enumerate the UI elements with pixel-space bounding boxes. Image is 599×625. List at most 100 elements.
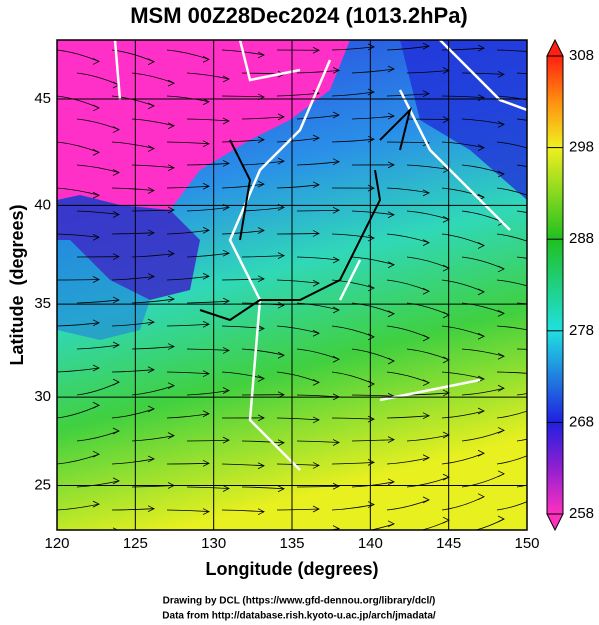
streamline-arrow [277,351,285,359]
streamline-arrow [202,410,210,418]
streamline-arrow [332,111,340,119]
streamline-arrow [112,427,120,435]
streamline [241,440,285,444]
streamline [496,49,527,52]
streamline-arrow [533,49,539,55]
streamline [76,210,120,215]
streamline [386,93,430,97]
streamline [77,531,119,533]
streamline-arrow [332,525,340,530]
streamline-arrow [533,149,539,155]
streamline [241,348,285,356]
streamline-arrow [92,450,100,458]
streamline [496,501,527,511]
streamline [496,325,527,331]
streamline-arrow [222,75,230,83]
streamline [351,115,395,120]
streamline-arrow [92,401,100,409]
streamline-arrow [387,310,395,318]
streamline-arrow [147,229,155,237]
streamline-arrow [477,449,485,457]
streamline [441,187,485,198]
streamline [186,252,230,258]
streamline [406,210,450,220]
streamline [111,187,155,191]
streamline-arrow [332,206,340,214]
streamline [57,367,100,373]
streamline-arrow [312,379,320,386]
streamline [111,458,155,465]
streamline [516,393,527,396]
streamline-arrow [387,478,395,486]
streamline-arrow [112,477,120,485]
streamline [351,68,395,74]
streamline-arrow [147,366,155,374]
streamline [441,410,485,419]
streamline-arrow [312,505,320,513]
streamline [186,118,230,122]
colorbar-tick-label: 308 [569,47,594,64]
streamline-arrow [202,508,210,515]
streamline [496,455,527,465]
streamline [221,371,265,379]
streamline [406,476,450,488]
streamline-arrow [422,379,430,387]
streamline [76,480,120,488]
streamline [461,387,505,396]
streamline-arrow [422,287,430,295]
streamline-arrow [202,459,210,467]
streamline [351,394,395,397]
streamline-arrow [147,505,155,513]
streamline-arrow [222,160,230,167]
streamline-arrow [312,181,320,189]
streamline [296,70,340,74]
streamline [441,371,485,380]
streamline [76,299,120,304]
streamline-arrow [167,164,175,172]
streamline-arrow [533,371,539,377]
streamline-arrow [257,414,265,422]
streamline-arrow [533,99,539,105]
streamline [386,415,430,419]
streamline-arrow [202,320,210,328]
streamline [276,463,320,466]
streamline-arrow [422,454,430,462]
y-tick-label: 35 [34,295,51,312]
x-tick-label: 150 [514,535,539,552]
streamline [57,322,100,327]
streamline-arrow [257,375,265,382]
streamline-arrow [332,306,340,314]
streamline-arrow [167,250,175,257]
streamline-arrow [422,496,430,504]
streamline [221,139,265,143]
streamline-arrow [422,334,430,342]
streamline-arrow [147,187,155,194]
streamline [326,528,340,530]
streamline [516,438,527,442]
streamline [516,118,527,121]
streamline-arrow [422,189,430,197]
streamline-arrow [422,90,430,98]
streamline [186,439,230,442]
y-tick-label: 25 [34,476,51,493]
streamline-arrow [202,272,210,280]
streamline-arrow [312,279,320,287]
streamline [351,210,395,216]
streamline-arrow [533,447,539,453]
streamline [276,417,320,421]
streamline [186,390,230,396]
streamline [296,256,340,261]
streamline [186,206,230,212]
streamline-arrow [533,493,539,499]
streamline-arrow [497,310,505,317]
streamline-arrow [222,297,230,305]
streamline-arrow [112,378,120,386]
streamline-arrow [533,243,539,249]
streamline-arrow [332,482,340,490]
streamline [276,233,320,235]
streamline-arrow [497,384,505,392]
streamline [351,256,395,266]
streamline-arrow [222,117,230,125]
streamline-arrow [92,364,100,372]
